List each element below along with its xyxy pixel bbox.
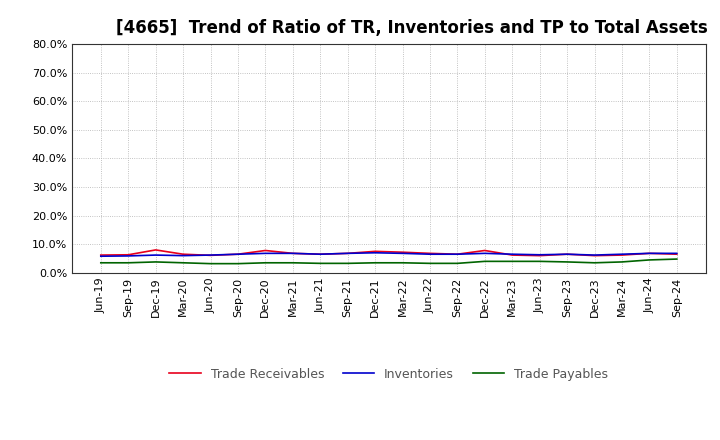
Trade Payables (261, 260, 270, 265)
Text: [4665]  Trend of Ratio of TR, Inventories and TP to Total Assets: [4665] Trend of Ratio of TR, Inventories… (117, 19, 708, 37)
Inventories (453, 252, 462, 257)
Trade Payables (233, 261, 242, 266)
Trade Receivables (233, 252, 242, 257)
Trade Receivables (179, 252, 187, 257)
Trade Receivables (672, 252, 681, 257)
Trade Receivables (371, 249, 379, 254)
Trade Receivables (124, 252, 132, 257)
Inventories (316, 252, 325, 257)
Trade Payables (563, 259, 572, 264)
Inventories (289, 251, 297, 256)
Trade Payables (672, 257, 681, 262)
Trade Payables (124, 260, 132, 265)
Trade Payables (618, 259, 626, 264)
Inventories (645, 251, 654, 256)
Trade Payables (206, 261, 215, 266)
Trade Receivables (563, 252, 572, 257)
Trade Payables (453, 261, 462, 266)
Inventories (590, 253, 599, 258)
Inventories (233, 252, 242, 257)
Trade Payables (96, 260, 105, 265)
Inventories (206, 253, 215, 258)
Inventories (343, 251, 352, 256)
Trade Payables (645, 257, 654, 263)
Line: Trade Payables: Trade Payables (101, 259, 677, 264)
Trade Receivables (343, 251, 352, 256)
Trade Payables (179, 260, 187, 265)
Inventories (563, 252, 572, 257)
Trade Payables (508, 259, 516, 264)
Trade Payables (316, 261, 325, 266)
Trade Payables (480, 259, 489, 264)
Line: Trade Receivables: Trade Receivables (101, 250, 677, 256)
Trade Receivables (618, 253, 626, 258)
Trade Receivables (426, 251, 434, 256)
Line: Inventories: Inventories (101, 253, 677, 256)
Inventories (371, 250, 379, 255)
Trade Receivables (206, 253, 215, 258)
Trade Receivables (398, 249, 407, 255)
Trade Receivables (508, 253, 516, 258)
Inventories (124, 253, 132, 259)
Trade Receivables (645, 251, 654, 256)
Trade Receivables (261, 248, 270, 253)
Trade Payables (536, 259, 544, 264)
Trade Receivables (289, 251, 297, 256)
Trade Receivables (151, 247, 160, 253)
Inventories (672, 251, 681, 256)
Trade Receivables (480, 248, 489, 253)
Inventories (536, 252, 544, 257)
Inventories (398, 251, 407, 256)
Inventories (151, 253, 160, 258)
Trade Payables (590, 260, 599, 265)
Trade Payables (289, 260, 297, 265)
Trade Payables (151, 259, 160, 264)
Trade Receivables (316, 252, 325, 257)
Trade Receivables (453, 252, 462, 257)
Inventories (426, 252, 434, 257)
Trade Payables (398, 260, 407, 265)
Trade Receivables (96, 253, 105, 258)
Trade Receivables (536, 253, 544, 258)
Inventories (480, 251, 489, 256)
Inventories (508, 252, 516, 257)
Inventories (618, 252, 626, 257)
Trade Payables (371, 260, 379, 265)
Legend: Trade Receivables, Inventories, Trade Payables: Trade Receivables, Inventories, Trade Pa… (164, 363, 613, 385)
Trade Receivables (590, 253, 599, 258)
Inventories (96, 253, 105, 259)
Inventories (179, 253, 187, 258)
Trade Payables (343, 261, 352, 266)
Trade Payables (426, 261, 434, 266)
Inventories (261, 251, 270, 256)
